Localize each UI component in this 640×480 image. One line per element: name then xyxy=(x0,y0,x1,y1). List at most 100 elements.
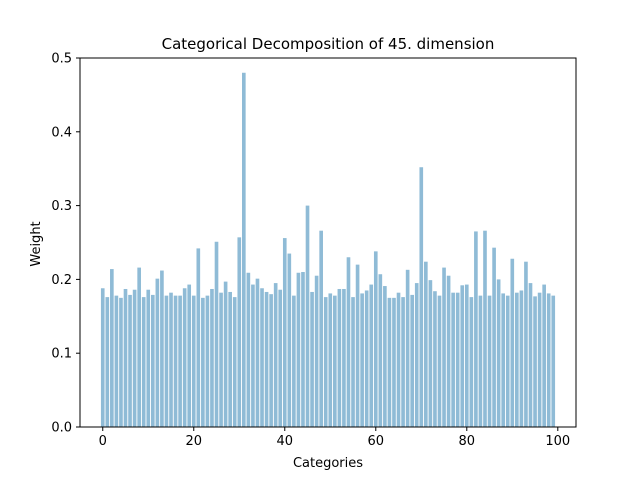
bar-69 xyxy=(414,283,419,427)
bar-41 xyxy=(287,253,292,427)
bar-61 xyxy=(378,274,383,427)
bar-86 xyxy=(492,247,496,427)
bar-7 xyxy=(132,289,137,427)
y-tick-label: 0.2 xyxy=(51,273,72,288)
bar-74 xyxy=(437,295,442,427)
bar-22 xyxy=(201,297,205,427)
y-tick-label: 0.0 xyxy=(51,421,72,436)
bar-56 xyxy=(355,264,360,427)
bar-12 xyxy=(155,278,160,427)
bar-94 xyxy=(528,283,533,427)
bar-21 xyxy=(196,248,201,427)
bar-8 xyxy=(137,267,141,427)
bar-35 xyxy=(260,288,264,427)
bar-84 xyxy=(483,230,487,427)
bar-99 xyxy=(551,295,556,427)
bar-91 xyxy=(515,292,519,427)
y-tick-label: 0.5 xyxy=(51,52,72,67)
bar-48 xyxy=(319,230,323,427)
x-tick-label: 100 xyxy=(545,434,570,449)
bar-24 xyxy=(210,288,214,427)
bar-53 xyxy=(342,288,346,427)
bar-59 xyxy=(369,284,374,427)
bar-80 xyxy=(464,284,469,427)
bar-16 xyxy=(173,295,178,427)
bar-79 xyxy=(460,285,465,427)
bar-88 xyxy=(501,293,506,427)
bar-34 xyxy=(255,278,260,427)
bar-5 xyxy=(123,288,128,427)
bar-76 xyxy=(446,275,451,427)
bar-3 xyxy=(114,295,119,427)
x-tick-label: 20 xyxy=(185,434,202,449)
bar-15 xyxy=(169,292,173,427)
bar-87 xyxy=(496,279,501,427)
bar-11 xyxy=(150,294,155,427)
bar-29 xyxy=(232,297,237,427)
y-tick-label: 0.1 xyxy=(51,347,72,362)
bar-13 xyxy=(160,270,164,427)
bar-47 xyxy=(314,275,319,427)
bar-46 xyxy=(310,291,314,427)
bar-75 xyxy=(442,267,446,427)
bar-77 xyxy=(451,292,455,427)
bar-95 xyxy=(533,296,537,427)
bar-45 xyxy=(305,205,310,427)
bar-68 xyxy=(410,294,414,427)
bar-71 xyxy=(424,261,428,427)
bar-92 xyxy=(519,290,524,427)
bar-97 xyxy=(542,284,546,427)
bar-93 xyxy=(524,261,528,427)
bar-72 xyxy=(428,280,433,427)
chart-title: Categorical Decomposition of 45. dimensi… xyxy=(162,35,495,53)
bar-82 xyxy=(474,231,478,427)
bar-98 xyxy=(546,293,551,427)
bar-58 xyxy=(364,290,369,427)
bar-39 xyxy=(278,289,283,427)
y-axis: 0.0 0.1 0.2 0.3 0.4 0.5 xyxy=(51,52,80,436)
x-tick-label: 60 xyxy=(368,434,385,449)
bar-60 xyxy=(373,251,378,427)
bar-90 xyxy=(510,258,515,427)
bar-26 xyxy=(219,292,223,427)
y-axis-label: Weight xyxy=(29,221,44,266)
x-axis-label: Categories xyxy=(293,456,363,471)
bar-44 xyxy=(301,272,305,427)
bar-89 xyxy=(505,295,510,427)
bar-81 xyxy=(469,297,474,427)
bar-64 xyxy=(392,297,396,427)
bar-9 xyxy=(141,297,146,427)
plot-area-frame xyxy=(79,57,577,428)
bar-83 xyxy=(478,295,483,427)
y-tick-label: 0.4 xyxy=(51,125,72,140)
bar-23 xyxy=(205,295,210,427)
bar-25 xyxy=(214,241,219,427)
bar-18 xyxy=(182,288,187,427)
bar-73 xyxy=(433,291,437,427)
bar-62 xyxy=(383,286,387,427)
bars-group xyxy=(100,72,556,427)
x-tick-label: 80 xyxy=(459,434,476,449)
bar-1 xyxy=(105,297,110,427)
bar-65 xyxy=(396,292,401,427)
bar-17 xyxy=(178,295,182,427)
bar-55 xyxy=(351,297,355,427)
bar-70 xyxy=(419,167,424,427)
bar-51 xyxy=(333,295,337,427)
bar-37 xyxy=(269,294,273,427)
bar-32 xyxy=(246,272,251,427)
bar-20 xyxy=(191,295,196,427)
bar-28 xyxy=(228,291,232,427)
bar-63 xyxy=(387,297,392,427)
bar-19 xyxy=(187,284,192,427)
bar-49 xyxy=(323,297,328,427)
bar-96 xyxy=(537,292,542,427)
bar-38 xyxy=(273,283,278,427)
bar-0 xyxy=(100,288,105,427)
x-axis: 0 20 40 60 80 100 xyxy=(99,427,570,449)
bar-40 xyxy=(282,238,287,427)
bar-85 xyxy=(487,295,492,427)
bar-33 xyxy=(251,284,255,427)
